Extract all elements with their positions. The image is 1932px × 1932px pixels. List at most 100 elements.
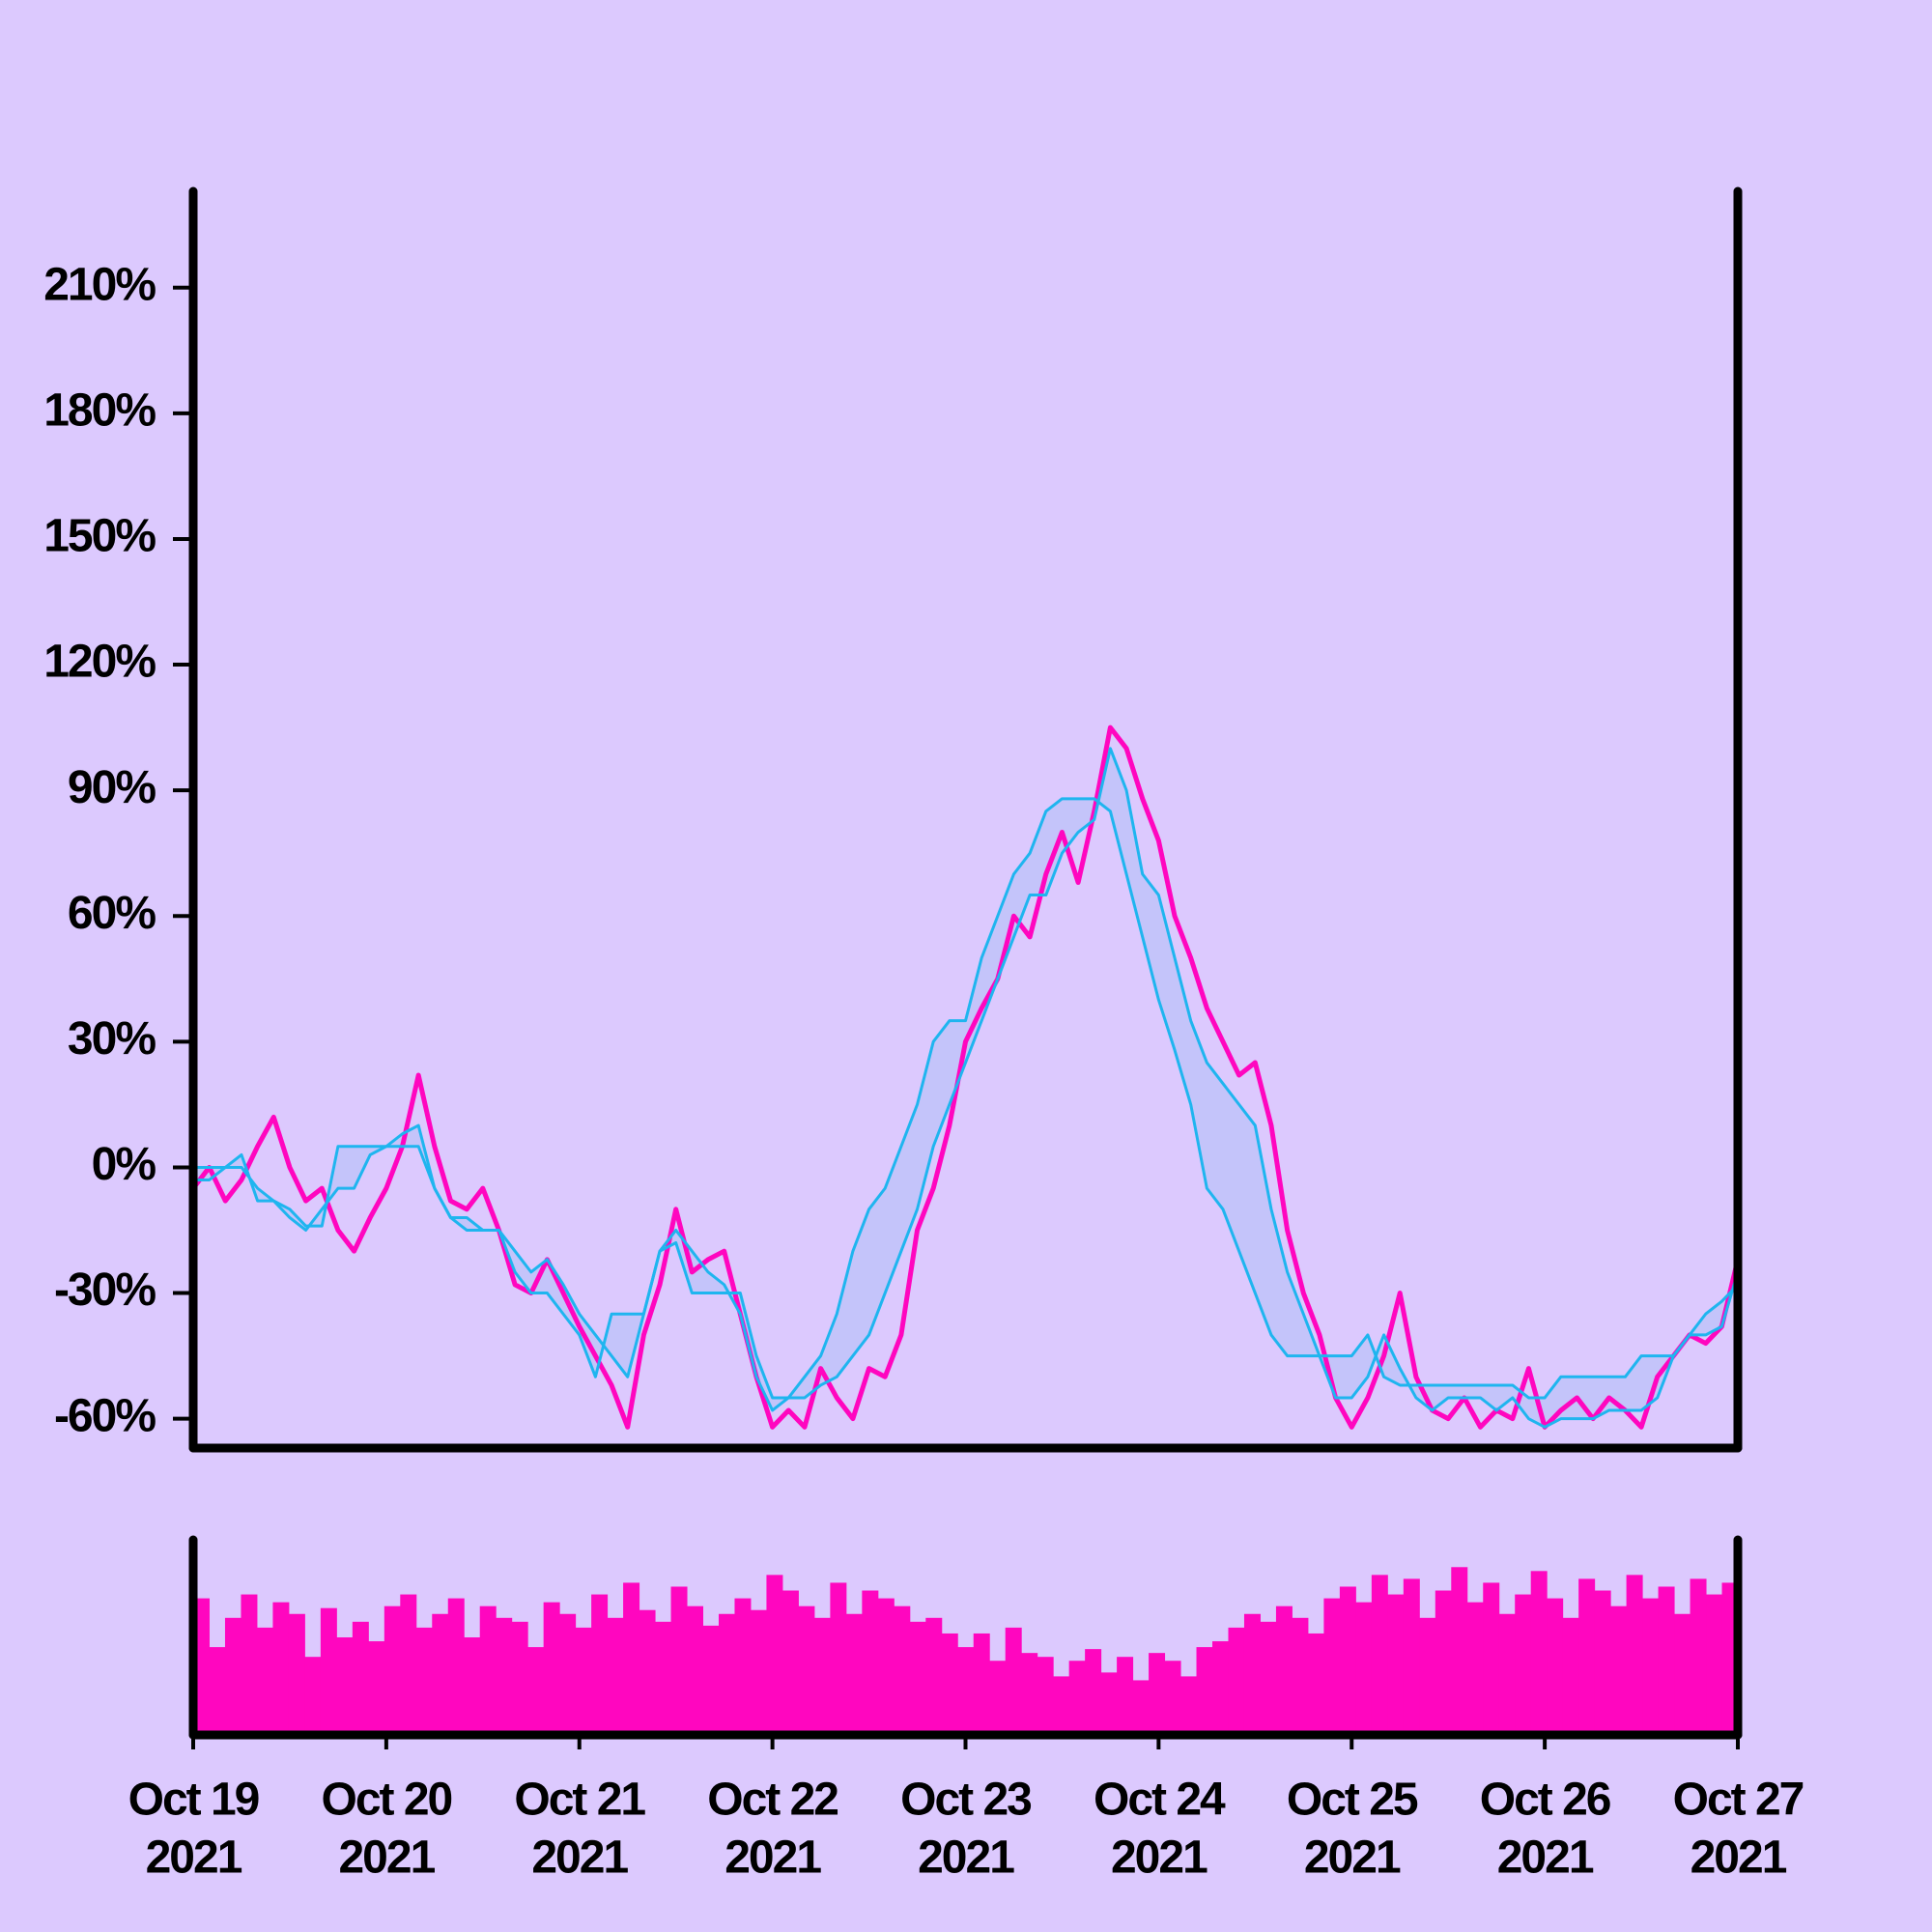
volume-bar [941, 1633, 958, 1735]
volume-bar [368, 1641, 385, 1735]
volume-bar [1642, 1598, 1660, 1735]
volume-bar [670, 1586, 688, 1735]
volume-bar [750, 1609, 767, 1735]
y-tick-label: 180% [43, 385, 156, 437]
y-tick-label: 120% [43, 637, 156, 688]
volume-bar [909, 1621, 926, 1735]
x-tick-label: 2021 [1304, 1833, 1401, 1884]
volume-bar [830, 1582, 847, 1735]
volume-bar [845, 1613, 863, 1735]
y-tick-label: 150% [43, 511, 156, 562]
volume-bar [1403, 1578, 1420, 1735]
volume-bar [432, 1613, 449, 1735]
volume-bar [447, 1598, 465, 1735]
series-line [193, 747, 1738, 1429]
volume-bar [256, 1627, 273, 1735]
volume-bar [1594, 1590, 1611, 1735]
volume-bar [464, 1637, 481, 1735]
x-tick-label: Oct 22 [707, 1775, 838, 1826]
volume-bar [320, 1607, 337, 1735]
x-tick-label: 2021 [1497, 1833, 1594, 1884]
volume-bar [1037, 1657, 1054, 1735]
volume-bar [1164, 1661, 1181, 1735]
volume-bar [527, 1647, 545, 1735]
volume-bar [973, 1633, 990, 1735]
x-tick-label: 2021 [531, 1833, 628, 1884]
volume-bar [655, 1621, 672, 1735]
volume-bar [877, 1598, 895, 1735]
volume-bar [1292, 1617, 1309, 1735]
volume-bar [989, 1661, 1007, 1735]
y-tick-label: -30% [54, 1264, 156, 1316]
volume-bar [1530, 1571, 1548, 1735]
volume-bar [1196, 1647, 1213, 1735]
x-tick-label: Oct 23 [900, 1775, 1031, 1826]
volume-bar [352, 1621, 369, 1735]
volume-bar [1053, 1676, 1070, 1735]
volume-bar [496, 1617, 513, 1735]
volume-bar [1547, 1598, 1564, 1735]
volume-bar [813, 1617, 831, 1735]
volume-bar [384, 1605, 401, 1735]
x-tick-label: 2021 [146, 1833, 242, 1884]
series-line [193, 724, 1738, 1430]
x-tick-label: 2021 [1690, 1833, 1787, 1884]
volume-bar [1498, 1613, 1516, 1735]
volume-bar [718, 1613, 735, 1735]
plot-area [193, 724, 1738, 1430]
volume-bar [1212, 1641, 1229, 1735]
volume-bar [575, 1627, 592, 1735]
volume-bar [591, 1594, 609, 1735]
x-tick-label: 2021 [918, 1833, 1014, 1884]
volume-bar [1180, 1676, 1198, 1735]
volume-bar [511, 1621, 528, 1735]
volume-bar [1674, 1613, 1691, 1735]
y-tick-label: -60% [54, 1390, 156, 1441]
volume-bar [1021, 1653, 1038, 1735]
volume-bar [1005, 1627, 1022, 1735]
volume-bar [304, 1657, 322, 1735]
volume-bar [1562, 1617, 1579, 1735]
x-tick-label: Oct 21 [514, 1775, 645, 1826]
volume-bar [1451, 1567, 1468, 1735]
y-tick-label: 30% [68, 1013, 156, 1065]
volume-bar [1515, 1594, 1532, 1735]
volume-bar [862, 1590, 879, 1735]
volume-bar [336, 1637, 354, 1735]
x-tick-label: 2021 [724, 1833, 821, 1884]
x-tick-label: 2021 [1111, 1833, 1208, 1884]
volume-bar [1243, 1613, 1261, 1735]
volume-bar [798, 1605, 815, 1735]
volume-bar [639, 1609, 656, 1735]
volume-bar [1068, 1661, 1086, 1735]
volume-bar [1658, 1586, 1675, 1735]
volume-bar [479, 1605, 497, 1735]
volume-bar [1387, 1594, 1405, 1735]
volume-bar [1085, 1649, 1102, 1735]
volume-bar [1260, 1621, 1277, 1735]
volume-bar [272, 1602, 290, 1735]
volume-bar [623, 1582, 640, 1735]
volume-bar [766, 1575, 783, 1735]
volume-bar [1117, 1657, 1134, 1735]
x-tick-label: 2021 [338, 1833, 435, 1884]
y-tick-label: 60% [68, 888, 156, 939]
volume-bar [894, 1605, 911, 1735]
volume-bar [1132, 1680, 1150, 1735]
volume-bar [415, 1627, 433, 1735]
volume-bar [957, 1647, 975, 1735]
x-tick-label: Oct 20 [322, 1775, 452, 1826]
x-tick-label: Oct 26 [1480, 1775, 1610, 1826]
volume-bar [1706, 1594, 1723, 1735]
volume-bar [702, 1625, 720, 1735]
volume-bar [1307, 1633, 1324, 1735]
volume-bar [734, 1598, 752, 1735]
x-tick-label: Oct 19 [128, 1775, 259, 1826]
volume-bar [1435, 1590, 1452, 1735]
volume-bar [559, 1613, 577, 1735]
volume-bar [1228, 1627, 1245, 1735]
volume-bar [241, 1594, 258, 1735]
volume-bar [925, 1617, 943, 1735]
volume-bar [209, 1647, 226, 1735]
